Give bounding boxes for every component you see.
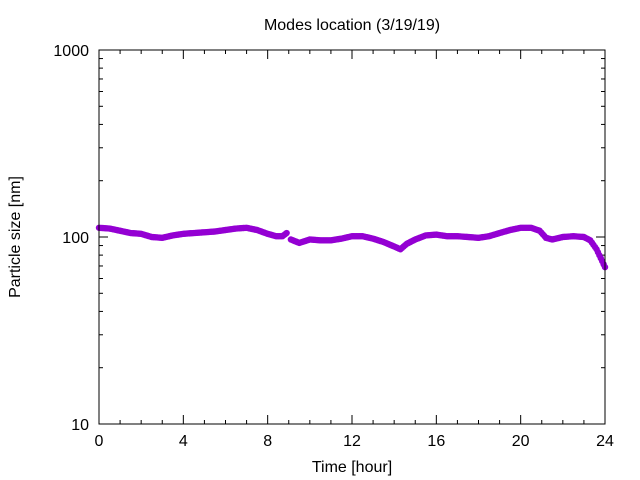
- data-points: [95, 224, 609, 271]
- x-tick-label: 8: [263, 433, 272, 450]
- x-tick-label: 16: [427, 433, 445, 450]
- y-tick-label: 1000: [53, 43, 89, 60]
- x-tick-label: 12: [343, 433, 361, 450]
- y-tick-label: 100: [62, 230, 89, 247]
- data-point: [283, 229, 290, 237]
- y-axis-ticks: 10 100 1000: [53, 43, 605, 434]
- x-axis-label: Time [hour]: [312, 459, 392, 476]
- chart-title: Modes location (3/19/19): [264, 17, 440, 34]
- x-tick-label: 0: [95, 433, 104, 450]
- x-tick-label: 4: [179, 433, 188, 450]
- x-axis-ticks: 0 4 8 12 16 20 24: [95, 50, 614, 450]
- y-tick-label: 10: [71, 417, 89, 434]
- x-tick-label: 24: [596, 433, 614, 450]
- x-tick-label: 20: [512, 433, 530, 450]
- plot-frame: [98, 49, 606, 425]
- y-axis-label: Particle size [nm]: [7, 176, 24, 298]
